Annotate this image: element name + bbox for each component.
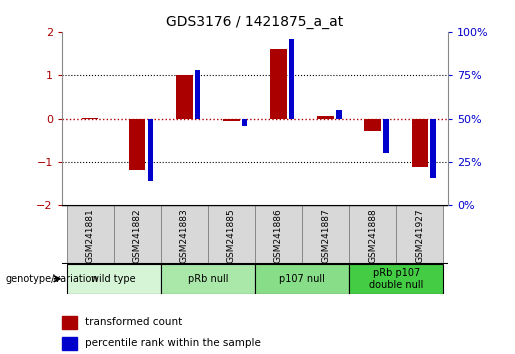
Bar: [223, 119, 239, 121]
Text: GSM241885: GSM241885: [227, 208, 236, 263]
Text: GSM241883: GSM241883: [180, 208, 189, 263]
Bar: [302, 205, 349, 264]
Bar: [62, 316, 77, 329]
Bar: [255, 205, 302, 264]
Bar: [147, 119, 153, 181]
Bar: [317, 115, 334, 119]
Text: transformed count: transformed count: [85, 317, 182, 327]
Bar: [365, 119, 381, 131]
Text: percentile rank within the sample: percentile rank within the sample: [85, 338, 261, 348]
Bar: [242, 119, 247, 126]
Bar: [161, 264, 255, 294]
Text: GSM241881: GSM241881: [85, 208, 95, 263]
Bar: [82, 118, 98, 119]
Bar: [195, 70, 200, 119]
Text: p107 null: p107 null: [279, 274, 325, 284]
Bar: [383, 119, 389, 153]
Title: GDS3176 / 1421875_a_at: GDS3176 / 1421875_a_at: [166, 16, 344, 29]
Bar: [270, 49, 287, 119]
Text: GSM241927: GSM241927: [415, 208, 424, 263]
Bar: [114, 205, 161, 264]
Text: GSM241888: GSM241888: [368, 208, 377, 263]
Bar: [66, 264, 161, 294]
Bar: [349, 205, 396, 264]
Bar: [289, 39, 295, 119]
Text: GSM241887: GSM241887: [321, 208, 330, 263]
Bar: [176, 75, 193, 119]
Bar: [208, 205, 255, 264]
Bar: [66, 205, 114, 264]
Bar: [161, 205, 208, 264]
Text: genotype/variation: genotype/variation: [5, 274, 98, 284]
Text: pRb null: pRb null: [187, 274, 228, 284]
Bar: [62, 337, 77, 350]
Bar: [411, 119, 428, 167]
Bar: [396, 205, 443, 264]
Bar: [336, 110, 341, 119]
Bar: [129, 119, 145, 170]
Bar: [430, 119, 436, 178]
Text: pRb p107
double null: pRb p107 double null: [369, 268, 423, 290]
Text: GSM241882: GSM241882: [133, 208, 142, 263]
Bar: [349, 264, 443, 294]
Text: wild type: wild type: [91, 274, 136, 284]
Text: GSM241886: GSM241886: [274, 208, 283, 263]
Bar: [255, 264, 349, 294]
